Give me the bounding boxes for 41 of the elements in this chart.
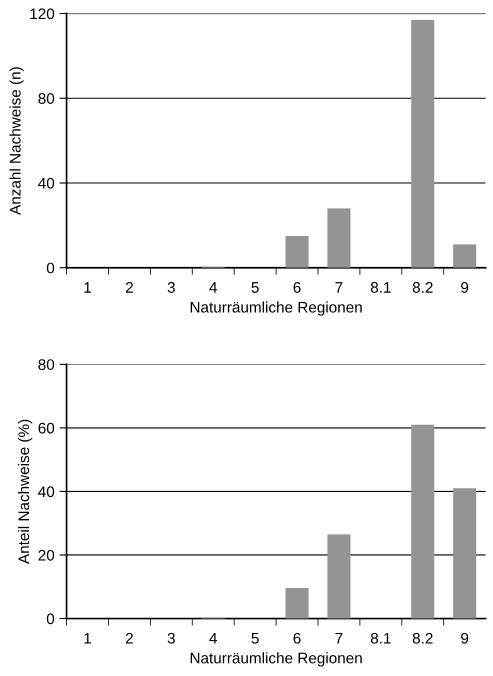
bar — [411, 20, 434, 268]
x-tick-label: 9 — [461, 282, 468, 293]
bar — [453, 244, 476, 268]
x-tick-label: 8.1 — [370, 282, 391, 293]
x-tick-label: 1 — [84, 282, 92, 293]
x-tick-label: 1 — [84, 632, 92, 644]
y-tick-label: 20 — [38, 550, 54, 561]
y-tick-label: 80 — [38, 93, 54, 104]
x-tick-label: 5 — [251, 282, 259, 293]
y-tick-label: 40 — [38, 486, 54, 498]
x-tick-label: 9 — [461, 632, 468, 644]
bar — [327, 534, 350, 619]
y-tick-label: 120 — [30, 8, 54, 20]
x-axis-title: Naturräumliche Regionen — [190, 301, 362, 316]
x-tick-label: 2 — [126, 282, 133, 293]
x-tick-label: 3 — [168, 282, 175, 293]
x-tick-label: 2 — [126, 632, 133, 644]
x-tick-label: 6 — [294, 282, 301, 293]
y-tick-label: 80 — [38, 359, 54, 370]
bar — [411, 424, 434, 619]
x-tick-label: 8.2 — [412, 282, 433, 293]
y-tick-label: 40 — [38, 178, 54, 189]
x-tick-label: 8.1 — [370, 632, 391, 644]
x-tick-label: 7 — [335, 632, 342, 644]
x-tick-label: 4 — [209, 632, 218, 644]
bar — [453, 488, 476, 619]
x-tick-label: 7 — [335, 282, 342, 293]
x-tick-label: 3 — [168, 632, 175, 644]
x-tick-label: 5 — [251, 632, 259, 644]
x-axis-title: Naturräumliche Regionen — [190, 652, 362, 666]
y-tick-label: 60 — [38, 422, 54, 434]
bar — [327, 208, 350, 268]
y-axis-title: Anteil Nachweise (%) — [18, 420, 32, 564]
x-tick-label: 6 — [294, 632, 301, 644]
bar — [286, 588, 309, 619]
y-tick-label: 0 — [46, 613, 54, 624]
y-axis-title: Anzahl Nachweise (n) — [9, 67, 24, 215]
y-tick-label: 0 — [46, 262, 54, 274]
x-tick-label: 8.2 — [412, 632, 433, 644]
bar — [286, 236, 309, 268]
x-tick-label: 4 — [209, 282, 218, 293]
